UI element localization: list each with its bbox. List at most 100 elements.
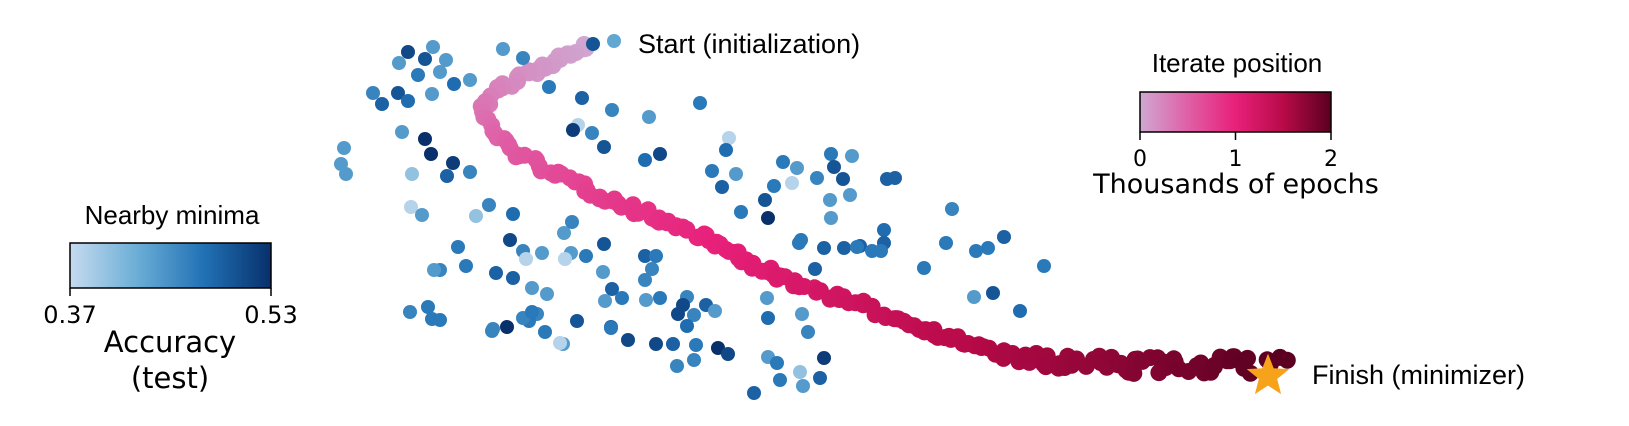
minima-point [687, 308, 701, 322]
minima-point [607, 34, 621, 48]
minima-point [734, 205, 748, 219]
minima-point [827, 160, 841, 174]
minima-point [967, 290, 981, 304]
epochs-tick-2: 2 [1324, 147, 1338, 172]
minima-point [729, 167, 743, 181]
minima-point [790, 161, 804, 175]
accuracy-tick-min: 0.37 [43, 301, 96, 329]
minima-point [719, 143, 733, 157]
minima-point [447, 77, 461, 91]
trajectory-series [472, 36, 1296, 383]
minima-point [395, 125, 409, 139]
minima-point [427, 263, 441, 277]
minima-point [801, 325, 815, 339]
minima-point [506, 207, 520, 221]
minima-point [761, 211, 775, 225]
minima-point [519, 252, 533, 266]
minima-point [415, 208, 429, 222]
minima-point [404, 200, 418, 214]
minima-point [418, 52, 432, 66]
minima-point [917, 261, 931, 275]
minima-point [773, 373, 787, 387]
minima-point [586, 37, 600, 51]
minima-point [810, 171, 824, 185]
minima-point [489, 266, 503, 280]
finish-annotation: Finish (minimizer) [1312, 360, 1525, 390]
minima-point [689, 338, 703, 352]
minima-point [721, 347, 735, 361]
minima-point [997, 230, 1011, 244]
minima-point [392, 56, 406, 70]
accuracy-colorbar-label-unit: (test) [131, 361, 209, 395]
minima-point [817, 351, 831, 365]
minima-point [794, 233, 808, 247]
minima-point [758, 193, 772, 207]
minima-point [776, 155, 790, 169]
minima-point [542, 80, 556, 94]
minima-point [433, 313, 447, 327]
minima-point [401, 94, 415, 108]
start-annotation: Start (initialization) [638, 29, 860, 59]
minima-point [565, 215, 579, 229]
accuracy-colorbar-label: Accuracy [104, 325, 236, 359]
minima-point [770, 356, 784, 370]
minima-point [500, 320, 514, 334]
minima-point [615, 291, 629, 305]
minima-point [693, 96, 707, 110]
minima-point [575, 91, 589, 105]
minima-point [761, 311, 775, 325]
minima-point [403, 305, 417, 319]
minima-point [645, 262, 659, 276]
minima-point [837, 241, 851, 255]
minima-point [708, 304, 722, 318]
minima-point [874, 244, 888, 258]
minima-point [817, 241, 831, 255]
minima-point [1013, 304, 1027, 318]
trajectory-point [1278, 351, 1296, 369]
minima-point [440, 169, 454, 183]
minima-point [439, 53, 453, 67]
minima-point [939, 236, 953, 250]
minima-point [463, 165, 477, 179]
epochs-colorbar-title: Iterate position [1152, 48, 1323, 78]
minima-point [433, 65, 447, 79]
minima-point [503, 233, 517, 247]
minima-point [596, 265, 610, 279]
epochs-colorbar-label: Thousands of epochs [1092, 169, 1379, 200]
minima-point [639, 293, 653, 307]
minima-point [496, 42, 510, 56]
minima-point [785, 176, 799, 190]
minima-point [986, 286, 1000, 300]
minima-point [823, 193, 837, 207]
minima-point [566, 123, 580, 137]
minima-point [337, 141, 351, 155]
minima-point [421, 300, 435, 314]
minima-point [605, 282, 619, 296]
minima-point [813, 371, 827, 385]
minima-point [401, 45, 415, 59]
minima-point [604, 321, 618, 335]
minima-point [446, 156, 460, 170]
minima-point [747, 386, 761, 400]
epochs-tick-1: 1 [1229, 147, 1243, 172]
epochs-tick-0: 0 [1133, 147, 1147, 172]
minima-point [1037, 259, 1051, 273]
minima-point [836, 172, 850, 186]
minima-point [722, 131, 736, 145]
nearby-minima-series [334, 34, 1051, 400]
minima-point [666, 337, 680, 351]
minima-point [463, 73, 477, 87]
minima-point [459, 259, 473, 273]
minima-point [535, 246, 549, 260]
minima-point [621, 333, 635, 347]
trajectory-point [1133, 352, 1151, 370]
minima-point [649, 337, 663, 351]
minima-point [482, 198, 496, 212]
minima-point [469, 209, 483, 223]
trajectory-point [1239, 349, 1256, 367]
minima-point [638, 249, 652, 263]
minima-point [411, 68, 425, 82]
minima-point [553, 336, 567, 350]
trajectory-point [1205, 358, 1223, 376]
